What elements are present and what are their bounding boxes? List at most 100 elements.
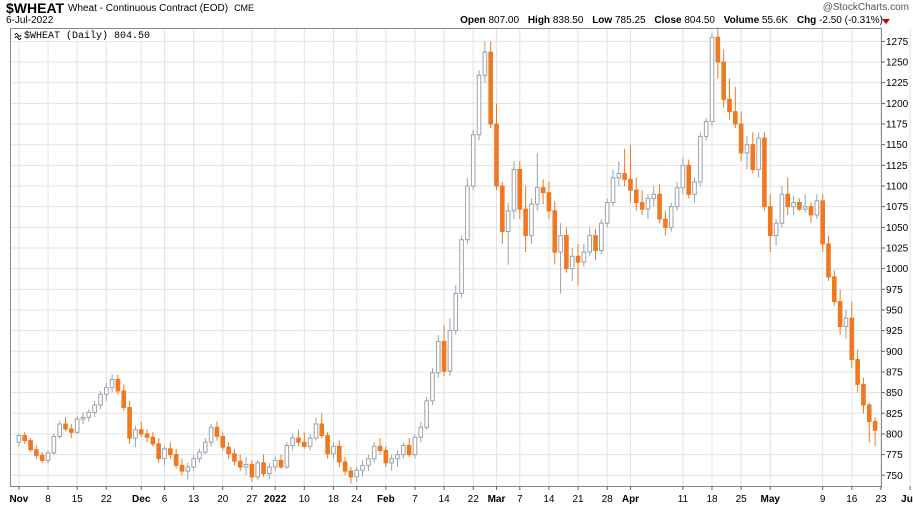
candle-body (849, 317, 855, 361)
candle-body (69, 428, 74, 433)
candle-body (633, 189, 639, 204)
candle-body (395, 454, 400, 460)
candle (540, 179, 546, 205)
x-tick-label: 18 (328, 494, 340, 505)
candle (715, 27, 721, 79)
candle-body (371, 445, 377, 460)
candle (74, 415, 80, 434)
open-label: Open (460, 15, 486, 26)
candle (564, 227, 569, 273)
candle (237, 454, 243, 472)
candle-body (802, 206, 808, 210)
candle-body (290, 437, 295, 447)
candle (604, 198, 610, 228)
legend: $WHEAT (Daily) 804.50 (12, 29, 162, 42)
candle (150, 432, 156, 447)
candle (727, 78, 732, 120)
y-tick-label: 900 (886, 347, 903, 358)
candle (744, 136, 750, 170)
candle-body (686, 164, 692, 195)
candle (284, 442, 290, 469)
candle-body (616, 173, 622, 179)
candle (470, 129, 476, 191)
candle (156, 438, 162, 463)
candle-body (866, 404, 872, 423)
y-tick-label: 925 (886, 326, 903, 337)
y-tick-label: 1225 (886, 78, 909, 89)
x-tick-label: 16 (846, 494, 858, 505)
candle (261, 454, 266, 477)
candle-body (226, 446, 231, 455)
x-tick-label: 24 (351, 494, 363, 505)
x-tick-label: 22 (101, 494, 113, 505)
candle (633, 177, 639, 211)
candle-body (144, 433, 150, 438)
x-tick-label: 18 (706, 494, 718, 505)
candle (511, 161, 517, 220)
candle-body (296, 437, 301, 443)
candle (709, 33, 715, 127)
candle (692, 177, 697, 203)
candle (243, 457, 249, 476)
candle (168, 442, 173, 459)
candle (51, 433, 57, 455)
candle-body (313, 423, 319, 439)
candle (441, 324, 447, 377)
candle-body (307, 437, 313, 447)
candle (674, 181, 680, 211)
candle-body (406, 445, 412, 456)
candle-body (785, 193, 791, 208)
candle-body (80, 416, 86, 420)
x-tick-label: 23 (875, 494, 887, 505)
candle (517, 161, 523, 220)
candle-body (732, 111, 738, 125)
candle-body (575, 255, 581, 263)
candle-body (331, 445, 336, 455)
candle-body (552, 210, 558, 253)
candle (377, 438, 383, 455)
plot-frame (10, 28, 882, 487)
candle (185, 462, 191, 480)
candle-body (779, 193, 785, 224)
candle-body (651, 193, 657, 199)
x-tick-label: 6 (162, 494, 168, 505)
candle (843, 309, 849, 339)
candle-body (45, 452, 51, 461)
candle-body (546, 192, 552, 212)
candle-body (738, 123, 744, 154)
candle (162, 446, 167, 466)
candle-body (441, 340, 447, 372)
candle (424, 396, 429, 430)
candle (103, 382, 109, 401)
candle (453, 285, 459, 335)
candle-body (98, 393, 103, 406)
candle (698, 132, 703, 187)
candle (267, 462, 272, 480)
candle-body (773, 222, 779, 237)
legend-background (12, 29, 162, 41)
x-tick-label: 13 (188, 494, 200, 505)
candle (57, 420, 62, 439)
candle (808, 202, 814, 224)
candle-body (138, 429, 144, 435)
candle (255, 460, 261, 481)
candle (202, 438, 208, 455)
candle-body (325, 435, 330, 455)
x-tick-label: 14 (439, 494, 451, 505)
candle-body (855, 359, 860, 385)
candle (622, 148, 627, 187)
candle (98, 390, 103, 410)
candle (616, 161, 622, 187)
candle-body (74, 418, 80, 433)
y-tick-label: 1250 (886, 58, 909, 69)
candle (680, 157, 686, 195)
candle (785, 177, 791, 215)
candle-body (587, 235, 593, 253)
candle-body (832, 276, 837, 303)
candle-body (447, 330, 453, 372)
candle (482, 41, 488, 83)
candle (418, 421, 424, 443)
y-tick-label: 1025 (886, 243, 909, 254)
x-tick-label: 25 (736, 494, 748, 505)
candle-body (482, 51, 488, 76)
